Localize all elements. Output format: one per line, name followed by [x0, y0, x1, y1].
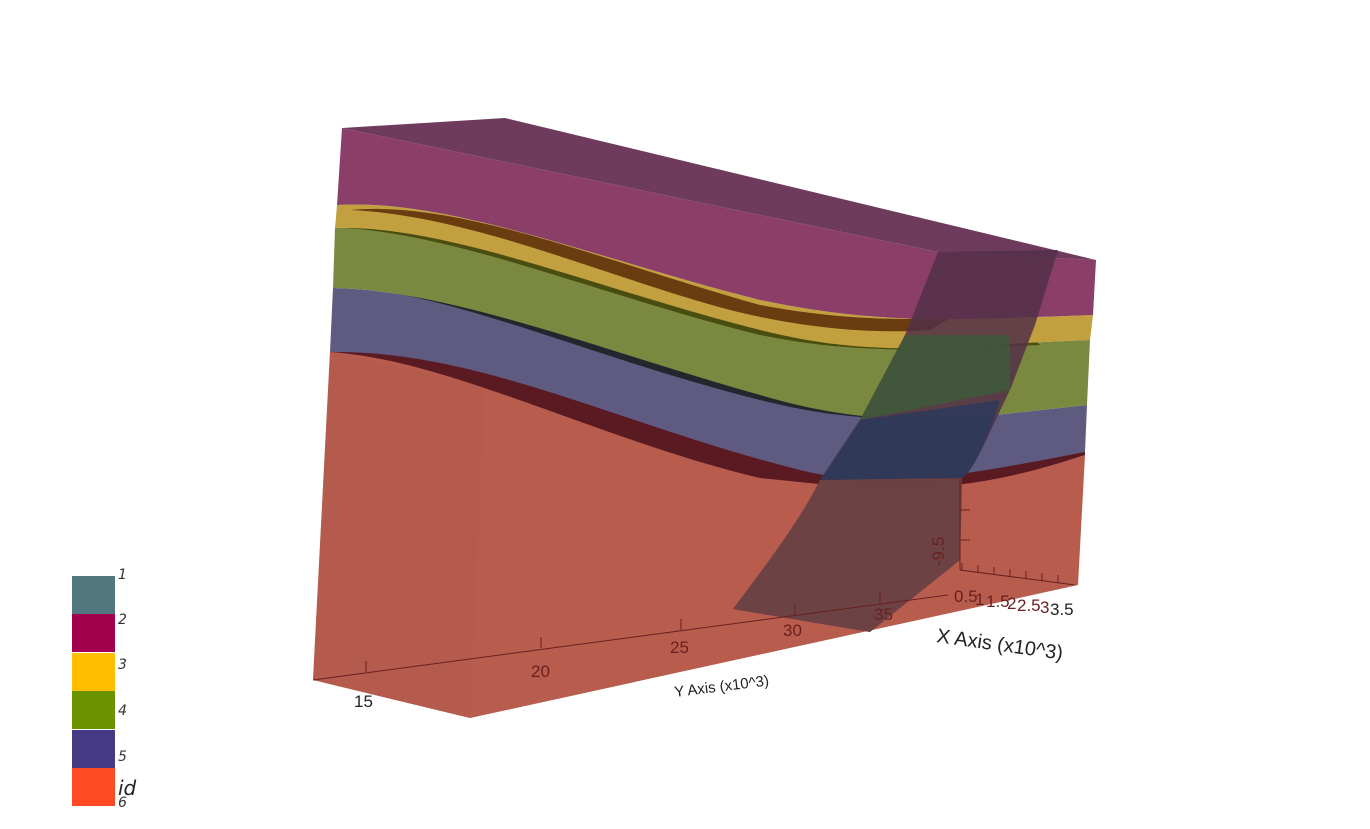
layer-1-top-face: [342, 118, 1096, 260]
legend-label-5: 5: [118, 749, 127, 765]
layer-2-volume: [337, 128, 1096, 320]
scalar-bar-legend[interactable]: 1 2 3 4 5 6 id: [72, 568, 162, 811]
x-tick-label: 1.5: [986, 592, 1010, 611]
legend-swatch-4: [72, 691, 115, 729]
legend-swatch-1: [72, 576, 115, 614]
y-tick-label: 20: [531, 662, 550, 681]
x-tick-label: 0.5: [954, 587, 978, 606]
legend-label-6: 6: [118, 795, 127, 811]
legend-label-3: 3: [118, 657, 127, 673]
legend-swatch-2: [72, 614, 115, 652]
z-axis: -9.5: [929, 478, 970, 570]
legend-label-2: 2: [118, 612, 127, 628]
x-tick-label: 2: [1007, 594, 1016, 613]
y-axis-title: Y Axis (x10^3): [673, 673, 770, 701]
y-tick-label: 25: [670, 638, 689, 657]
x-tick-label: 2.5: [1017, 596, 1041, 615]
x-tick-label: 3.5: [1050, 600, 1074, 619]
y-tick-label: 35: [874, 605, 893, 624]
legend-swatch-3: [72, 653, 115, 691]
y-tick-label: 30: [783, 621, 802, 640]
layer-3-volume: [335, 204, 1093, 349]
legend-swatch-5: [72, 730, 115, 768]
x-axis-title: X Axis (x10^3): [935, 625, 1064, 664]
x-tick-label: 1: [975, 590, 984, 609]
legend-title: id: [118, 776, 137, 800]
layer-6-volume: [313, 348, 1085, 718]
fault-surface: [733, 250, 1058, 632]
y-tick-label: 15: [354, 692, 373, 711]
legend-label-1: 1: [118, 567, 127, 583]
legend-swatch-6: [72, 768, 115, 806]
y-axis: 15 20 25 30 35 Y Axis (x10^3): [312, 593, 949, 711]
legend-label-4: 4: [118, 703, 127, 719]
z-tick-label: -9.5: [929, 537, 948, 566]
x-tick-label: 3: [1040, 598, 1049, 617]
